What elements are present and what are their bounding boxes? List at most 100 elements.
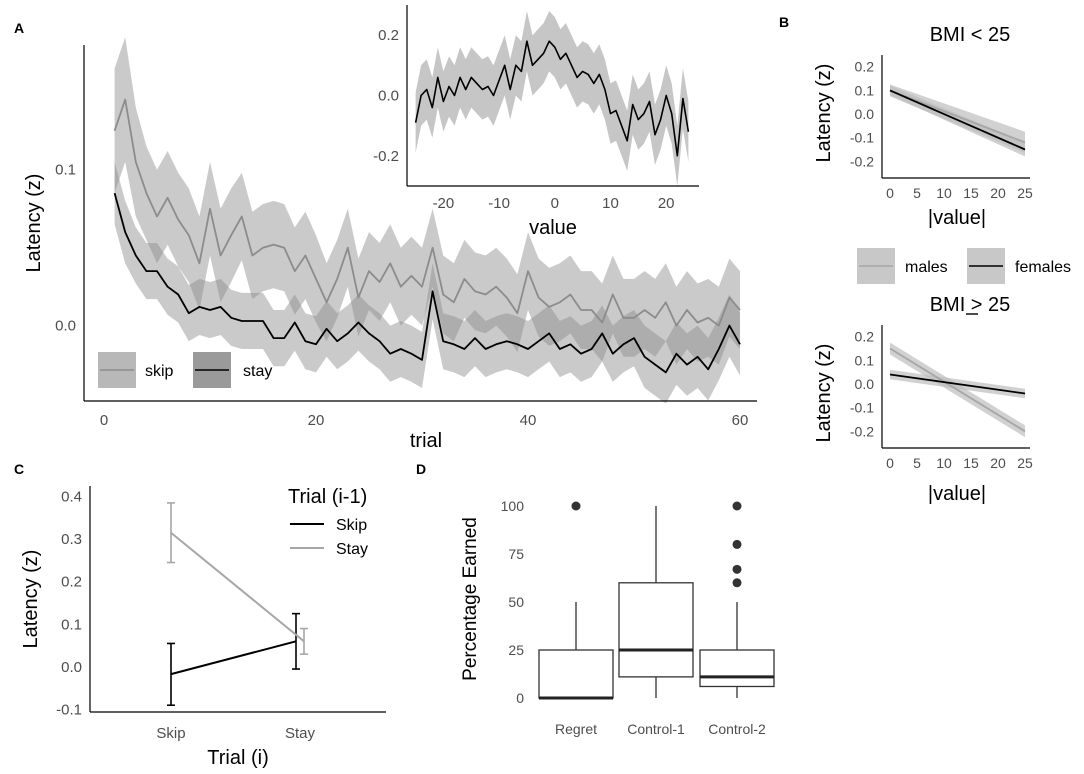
legend-c-skip-label: Skip	[336, 517, 367, 534]
panel-b-label: B	[779, 14, 789, 30]
panel-b-bottom-y-ticks: -0.2 -0.1 0.0 0.1 0.2	[850, 329, 874, 440]
legend-c-stay-label: Stay	[336, 541, 368, 558]
panel-b-bottom-title: BMI > 25	[930, 294, 1011, 316]
panel-c-xtick-label: Stay	[285, 725, 316, 742]
box-regret	[538, 649, 614, 699]
box-control-2	[699, 649, 775, 688]
panel-d-y-ticks: 0 25 50 75 100	[501, 498, 525, 706]
panel-d-xtick-label: Control-2	[708, 721, 766, 737]
panel-c: C -0.1 0.0 0.1 0.2 0.3 0.4 Skip Stay Trial (i)…	[14, 461, 386, 769]
panel-d-y-title: Percentage Earned	[460, 517, 481, 681]
inset-x-ticks: -20 -10 0 10 20	[433, 195, 675, 212]
legend-skip-label: skip	[145, 363, 174, 380]
panel-b-ytick-label: 0.2	[855, 329, 875, 345]
panel-c-ytick-label: 0.2	[61, 574, 82, 591]
band-stay	[114, 161, 741, 404]
panel-a: A 0.0 0.1 0 20 40 60 trial Latency (z) skip …	[14, 5, 757, 452]
panel-a-ytick-label: 0.1	[55, 162, 76, 179]
panel-c-ytick-label: 0.3	[61, 531, 82, 548]
panel-b-ytick-label: 0.2	[855, 59, 875, 75]
panel-a-label: A	[14, 20, 24, 36]
panel-b-legend: males females	[857, 248, 1071, 284]
inset-ytick-label: -0.2	[373, 148, 399, 165]
panel-c-y-title: Latency (z)	[20, 550, 42, 649]
inset-band	[415, 11, 689, 186]
panel-b-xtick-label: 5	[913, 185, 921, 201]
panel-a-xtick-label: 40	[520, 412, 537, 429]
panel-b-xtick-label: 10	[936, 455, 952, 471]
panel-d-marks	[538, 501, 775, 700]
inset-xtick-label: 20	[658, 195, 675, 212]
inset-series-line	[414, 40, 690, 157]
panel-b-ytick-label: -0.1	[850, 400, 874, 416]
inset-xtick-label: 10	[602, 195, 619, 212]
panel-a-inset: -0.2 0.0 0.2 -20 -10 0 10 20 value	[373, 5, 699, 239]
panel-b-ytick-label: 0.1	[855, 352, 875, 368]
panel-d-x-ticks: Regret Control-1 Control-2	[555, 721, 766, 737]
panel-c-ytick-label: -0.1	[56, 701, 82, 718]
panel-b-top-x-title: |value|	[928, 207, 986, 229]
inset-lines	[414, 40, 690, 157]
inset-ytick-label: 0.0	[378, 88, 399, 105]
panel-b-bottom-x-ticks: 0 5 10 15 20 25	[886, 455, 1033, 471]
panel-b-ytick-label: -0.2	[850, 423, 874, 439]
panel-a-lines	[113, 98, 741, 374]
panel-b-top-title: BMI < 25	[930, 24, 1011, 46]
panel-b-xtick-label: 15	[963, 185, 979, 201]
panel-a-x-ticks: 0 20 40 60	[100, 412, 749, 429]
panel-b-ytick-label: -0.2	[850, 153, 874, 169]
panel-b-xtick-label: 20	[990, 185, 1006, 201]
panel-b-xtick-label: 25	[1017, 455, 1033, 471]
series-line-males	[889, 89, 1026, 144]
panel-c-ytick-label: 0.0	[61, 659, 82, 676]
panel-c-legend-title: Trial (i-1)	[288, 486, 367, 508]
panel-d-ytick-label: 0	[516, 690, 524, 706]
panel-b: B BMI < 25 -0.2-0.10.00.10.2 0 5 10 15 20 25 …	[779, 14, 1071, 505]
inset-ytick-label: 0.2	[378, 27, 399, 44]
panel-b-bottom-y-title: Latency (z)	[813, 344, 835, 443]
series-line-skip	[170, 640, 297, 676]
outlier-point	[571, 501, 581, 511]
panel-a-bands	[114, 37, 741, 404]
panel-b-top-lines	[889, 89, 1026, 151]
panel-b-top-y-ticks: -0.2 -0.1 0.0 0.1 0.2	[850, 59, 874, 170]
panel-c-x-title: Trial (i)	[207, 747, 268, 769]
panel-d-ytick-label: 50	[508, 594, 524, 610]
panel-b-bottom-x-title: |value|	[928, 483, 986, 505]
outlier-point	[732, 501, 742, 511]
panel-a-y-title: Latency (z)	[23, 174, 45, 273]
panel-a-x-title: trial	[410, 430, 442, 452]
outlier-point	[732, 578, 742, 588]
panel-d-ytick-label: 75	[508, 546, 524, 562]
box-control-1	[618, 582, 694, 678]
panel-c-x-ticks: Skip Stay	[156, 725, 315, 742]
panel-b-bottom-lines	[889, 347, 1026, 433]
panel-d: D 0 25 50 75 100 Regret Control-1 Control-2 Pe…	[416, 461, 775, 737]
panel-d-xtick-label: Control-1	[627, 721, 685, 737]
inset-xtick-label: -20	[433, 195, 455, 212]
panel-c-marks	[167, 502, 308, 707]
panel-c-ytick-label: 0.1	[61, 616, 82, 633]
series-line-stay	[170, 531, 305, 643]
inset-confidence-band	[415, 11, 689, 186]
series-line-stay	[113, 192, 741, 374]
panel-a-xtick-label: 60	[732, 412, 749, 429]
panel-b-ytick-label: -0.1	[850, 130, 874, 146]
panel-c-xtick-label: Skip	[156, 725, 185, 742]
panel-a-ytick-label: 0.0	[55, 318, 76, 335]
panel-c-label: C	[14, 461, 24, 477]
outlier-point	[732, 564, 742, 574]
panel-b-xtick-label: 20	[990, 455, 1006, 471]
legend-stay-label: stay	[243, 363, 272, 380]
series-line-females	[889, 89, 1026, 151]
inset-xtick-label: 0	[551, 195, 559, 212]
inset-xtick-label: -10	[488, 195, 510, 212]
panel-a-legend: skip stay	[98, 352, 272, 388]
legend-males-label: males	[905, 259, 948, 276]
panel-b-ytick-label: 0.1	[855, 82, 875, 98]
panel-b-ytick-label: 0.0	[855, 106, 875, 122]
panel-b-top-x-ticks: 0 5 10 15 20 25	[886, 185, 1033, 201]
panel-d-label: D	[416, 461, 426, 477]
panel-b-xtick-label: 0	[886, 455, 894, 471]
